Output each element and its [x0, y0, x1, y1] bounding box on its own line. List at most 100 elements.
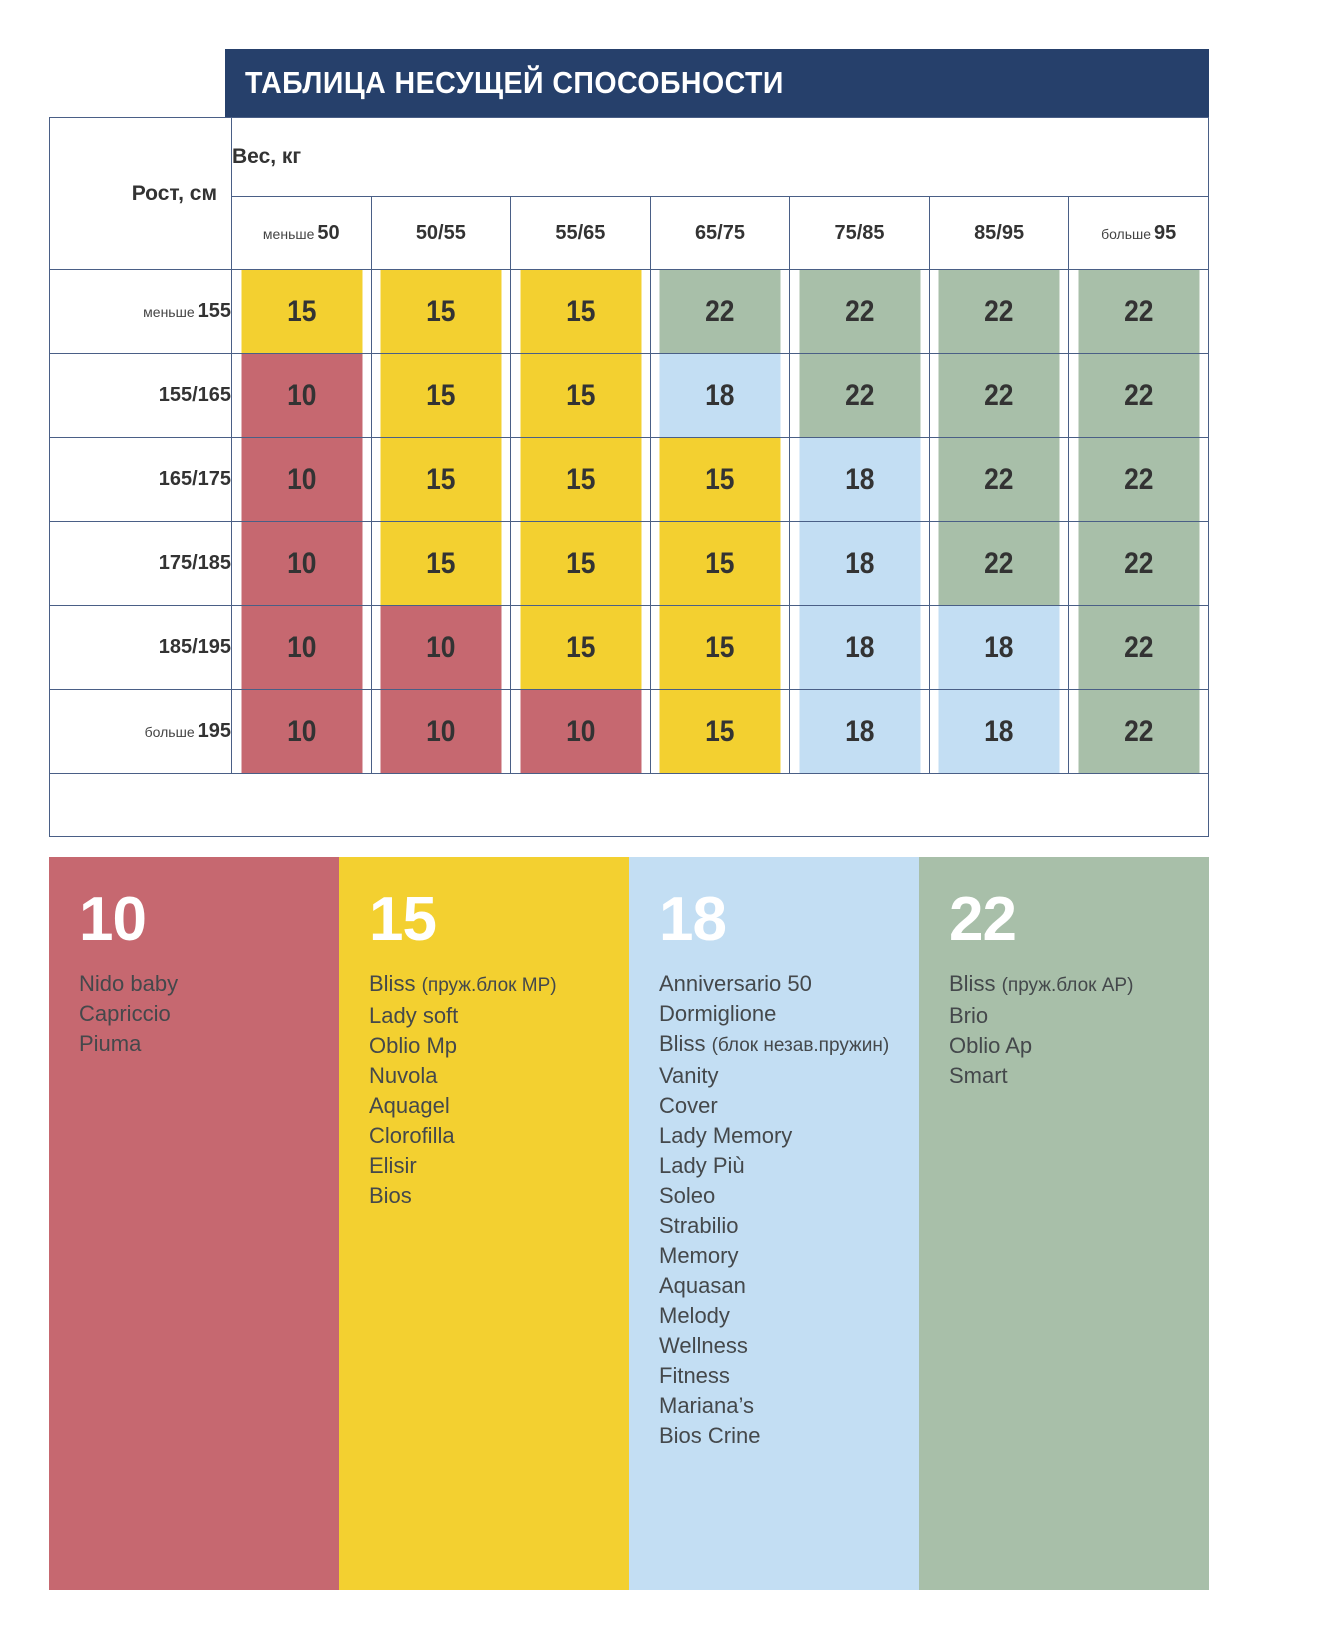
weight-axis-label: Вес, кг — [231, 117, 1209, 197]
capacity-cell: 18 — [797, 437, 922, 522]
legend-model-name: Mariana’s — [659, 1393, 754, 1418]
capacity-cell: 22 — [1076, 689, 1201, 774]
list-item: Aquasan — [659, 1271, 919, 1301]
height-row-header: 155/165 — [49, 353, 232, 438]
capacity-cell: 10 — [239, 437, 364, 522]
list-item: Aquagel — [369, 1091, 629, 1121]
load-capacity-matrix: Рост, см Вес, кг меньше 50 50/55 55/65 65/75… — [49, 117, 1209, 837]
legend-model-name: Nido baby — [79, 971, 179, 996]
height-row-header: больше 195 — [49, 689, 232, 774]
table-row: больше 195 10 10 10 15 18 18 22 — [49, 689, 1209, 774]
table-row: 155/165 10 15 15 18 22 22 22 — [49, 353, 1209, 438]
legend-model-name: Bliss — [369, 971, 416, 996]
capacity-cell: 22 — [1076, 437, 1201, 522]
capacity-cell: 18 — [797, 521, 922, 606]
capacity-cell: 15 — [378, 353, 503, 438]
legend-model-name: Smart — [949, 1063, 1008, 1088]
weight-column-header: 75/85 — [789, 196, 930, 270]
capacity-cell: 18 — [797, 689, 922, 774]
list-item: Soleo — [659, 1181, 919, 1211]
list-item: Nido baby — [79, 969, 339, 999]
list-item: Mariana’s — [659, 1391, 919, 1421]
list-item: Lady Più — [659, 1151, 919, 1181]
list-item: Capriccio — [79, 999, 339, 1029]
weight-column-qualifier: больше — [1101, 225, 1152, 242]
legend-model-name: Bliss — [659, 1031, 706, 1056]
legend-panel: 10 Nido baby Capriccio Piuma 15 Bliss (пруж.б… — [49, 857, 1209, 1590]
legend-model-name: Lady soft — [369, 1003, 459, 1028]
list-item: Dormiglione — [659, 999, 919, 1029]
legend-model-list: Anniversario 50 Dormiglione Bliss (блок не… — [659, 969, 919, 1451]
legend-model-name: Brio — [949, 1003, 989, 1028]
capacity-cell: 22 — [937, 353, 1061, 438]
legend-model-name: Bios Crine — [659, 1423, 761, 1448]
legend-model-name: Wellness — [659, 1333, 748, 1358]
height-row-header: меньше 155 — [49, 269, 232, 354]
list-item: Melody — [659, 1301, 919, 1331]
capacity-cell: 18 — [937, 689, 1061, 774]
capacity-cell: 22 — [797, 269, 922, 354]
legend-model-name: Fitness — [659, 1363, 730, 1388]
legend-model-name: Aquagel — [369, 1093, 450, 1118]
legend-model-name: Soleo — [659, 1183, 716, 1208]
matrix-body: Рост, см Вес, кг меньше 50 50/55 55/65 65/75… — [49, 117, 1209, 837]
legend-model-name: Oblio Mp — [369, 1033, 458, 1058]
legend-model-list: Nido baby Capriccio Piuma — [79, 969, 339, 1059]
capacity-cell: 22 — [658, 269, 782, 354]
legend-model-name: Memory — [659, 1243, 739, 1268]
legend-model-list: Bliss (пруж.блок MP) Lady soft Oblio Mp Nuv… — [369, 969, 629, 1211]
matrix-column-header-row: меньше 50 50/55 55/65 65/75 75/85 85/95 больше 9… — [50, 196, 1209, 270]
legend-model-name: Bios — [369, 1183, 412, 1208]
capacity-cell: 22 — [937, 521, 1061, 606]
height-row-label: 155 — [197, 300, 231, 322]
legend-model-name: Melody — [659, 1303, 730, 1328]
list-item: Bliss (пруж.блок AP) — [949, 969, 1209, 1001]
legend-model-name: Piuma — [79, 1031, 142, 1056]
weight-column-value: 95 — [1154, 221, 1177, 244]
legend-model-note: (пруж.блок MP) — [421, 975, 557, 996]
list-item: Fitness — [659, 1361, 919, 1391]
height-row-header: 165/175 — [49, 437, 232, 522]
legend-number: 15 — [369, 885, 437, 954]
weight-column-value: 50/55 — [415, 221, 466, 244]
legend-model-name: Anniversario 50 — [659, 971, 812, 996]
legend-model-note: (блок незав.пружин) — [711, 1035, 890, 1056]
capacity-cell: 15 — [518, 605, 643, 690]
legend-model-list: Bliss (пруж.блок AP) Brio Oblio Ap Smart — [949, 969, 1209, 1091]
capacity-cell: 15 — [378, 269, 503, 354]
weight-column-header: 85/95 — [928, 196, 1070, 270]
list-item: Oblio Ap — [949, 1031, 1209, 1061]
capacity-cell: 22 — [797, 353, 922, 438]
height-row-label: 165/175 — [158, 468, 231, 490]
legend-model-note: (пруж.блок AP) — [1001, 975, 1134, 996]
legend-model-name: Dormiglione — [659, 1001, 777, 1026]
height-row-qualifier: меньше — [143, 304, 195, 320]
height-row-qualifier: больше — [144, 724, 195, 740]
legend-model-name: Lady Più — [659, 1153, 745, 1178]
legend-model-name: Aquasan — [659, 1273, 746, 1298]
capacity-cell: 10 — [378, 605, 503, 690]
height-row-header: 175/185 — [49, 521, 232, 606]
capacity-cell: 10 — [239, 353, 364, 438]
legend-model-name: Strabilio — [659, 1213, 739, 1238]
capacity-cell: 22 — [1076, 605, 1201, 690]
legend-model-name: Cover — [659, 1093, 718, 1118]
height-row-label: 155/165 — [158, 384, 231, 406]
weight-column-header: 55/65 — [510, 196, 651, 270]
legend-model-name: Oblio Ap — [949, 1033, 1033, 1058]
capacity-cell: 15 — [518, 353, 643, 438]
list-item: Lady soft — [369, 1001, 629, 1031]
height-row-label: 185/195 — [158, 636, 231, 658]
legend-column: 22 Bliss (пруж.блок AP) Brio Oblio Ap Smart — [919, 857, 1209, 1590]
capacity-cell: 15 — [378, 521, 503, 606]
matrix-spacer-row — [49, 773, 1209, 837]
capacity-cell: 22 — [937, 437, 1061, 522]
list-item: Clorofilla — [369, 1121, 629, 1151]
weight-column-value: 65/75 — [694, 221, 745, 244]
capacity-cell: 10 — [518, 689, 643, 774]
legend-column: 10 Nido baby Capriccio Piuma — [49, 857, 339, 1590]
list-item: Cover — [659, 1091, 919, 1121]
capacity-cell: 22 — [1076, 269, 1201, 354]
capacity-cell: 15 — [518, 269, 643, 354]
legend-model-name: Elisir — [369, 1153, 417, 1178]
